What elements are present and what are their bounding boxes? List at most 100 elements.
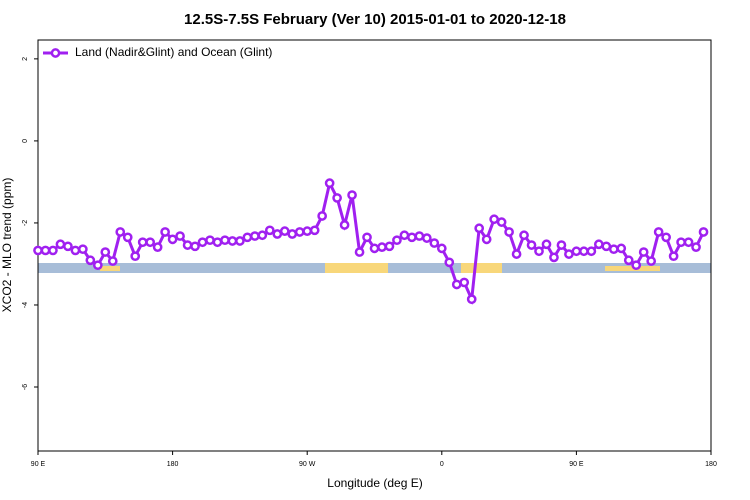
point bbox=[608, 244, 619, 255]
point bbox=[279, 226, 290, 236]
x-axis-label: Longitude (deg E) bbox=[327, 476, 422, 490]
point bbox=[466, 294, 477, 305]
point bbox=[384, 241, 395, 252]
point bbox=[332, 193, 342, 203]
land bbox=[325, 263, 388, 273]
point bbox=[407, 232, 417, 243]
point bbox=[287, 229, 298, 239]
point bbox=[48, 245, 58, 256]
point bbox=[377, 242, 387, 252]
point bbox=[309, 225, 320, 236]
point bbox=[683, 237, 694, 248]
x-tick-label: 0 bbox=[440, 461, 444, 468]
point bbox=[496, 217, 507, 227]
y-tick-label: -6 bbox=[22, 384, 29, 390]
point bbox=[33, 245, 43, 256]
point bbox=[40, 245, 51, 256]
x-tick-label: 90 E bbox=[569, 461, 584, 468]
point bbox=[100, 247, 111, 257]
y-tick-label: 2 bbox=[22, 57, 29, 61]
point bbox=[631, 260, 642, 271]
point bbox=[676, 237, 686, 248]
point bbox=[451, 279, 462, 290]
point bbox=[78, 244, 88, 255]
point bbox=[504, 227, 514, 237]
point bbox=[564, 249, 574, 259]
point bbox=[160, 227, 170, 237]
point bbox=[294, 227, 305, 237]
point bbox=[638, 247, 649, 257]
legend-label: Land (Nadir&Glint) and Ocean (Glint) bbox=[75, 45, 272, 59]
point bbox=[646, 256, 657, 266]
y-tick-label: -2 bbox=[22, 220, 29, 226]
point bbox=[399, 230, 410, 241]
point bbox=[511, 249, 522, 259]
point bbox=[182, 240, 193, 250]
point bbox=[70, 245, 81, 256]
point bbox=[272, 229, 283, 239]
point bbox=[481, 234, 492, 245]
x-tick-label: 90 W bbox=[299, 461, 316, 468]
point bbox=[197, 237, 208, 248]
point bbox=[130, 251, 141, 262]
land bbox=[461, 263, 502, 273]
series-line bbox=[38, 178, 705, 305]
point bbox=[242, 232, 253, 243]
point bbox=[115, 227, 126, 237]
land bbox=[100, 266, 120, 271]
point bbox=[145, 237, 156, 248]
point bbox=[167, 234, 178, 245]
point bbox=[549, 252, 559, 263]
y-tick-label: 0 bbox=[22, 139, 29, 143]
point bbox=[264, 225, 275, 236]
point bbox=[489, 214, 499, 225]
point bbox=[362, 232, 372, 243]
point bbox=[421, 233, 432, 243]
point bbox=[653, 227, 664, 237]
point bbox=[661, 232, 671, 243]
land bbox=[605, 266, 660, 271]
point bbox=[190, 241, 200, 252]
point bbox=[698, 227, 709, 237]
point bbox=[593, 239, 604, 250]
point bbox=[107, 256, 118, 266]
point bbox=[92, 260, 103, 271]
point bbox=[616, 243, 627, 254]
point bbox=[556, 240, 567, 250]
point bbox=[601, 241, 612, 252]
point bbox=[526, 240, 537, 250]
point bbox=[392, 235, 402, 246]
point bbox=[250, 231, 260, 241]
x-tick-label: 180 bbox=[167, 461, 179, 468]
point bbox=[152, 242, 163, 252]
point bbox=[459, 277, 470, 288]
point bbox=[324, 178, 335, 189]
point bbox=[436, 243, 447, 254]
y-axis-label: XCO2 - MLO trend (ppm) bbox=[0, 178, 14, 313]
point bbox=[369, 243, 380, 254]
point bbox=[347, 190, 357, 200]
point bbox=[444, 257, 455, 268]
point bbox=[63, 241, 73, 252]
y-tick-label: -4 bbox=[22, 302, 29, 308]
point bbox=[668, 251, 679, 262]
point bbox=[302, 226, 313, 236]
point bbox=[257, 230, 268, 241]
point bbox=[519, 230, 529, 241]
point bbox=[137, 237, 148, 248]
point bbox=[414, 231, 425, 241]
point bbox=[474, 223, 485, 234]
point bbox=[354, 247, 365, 257]
land-ocean-band bbox=[38, 263, 711, 273]
x-tick-label: 90 E bbox=[31, 461, 46, 468]
point bbox=[317, 211, 328, 221]
point bbox=[227, 236, 238, 246]
point bbox=[339, 220, 350, 230]
point bbox=[235, 236, 245, 246]
point bbox=[579, 246, 589, 257]
point bbox=[85, 255, 96, 266]
point bbox=[541, 239, 552, 250]
point bbox=[534, 246, 544, 257]
point bbox=[586, 246, 597, 257]
